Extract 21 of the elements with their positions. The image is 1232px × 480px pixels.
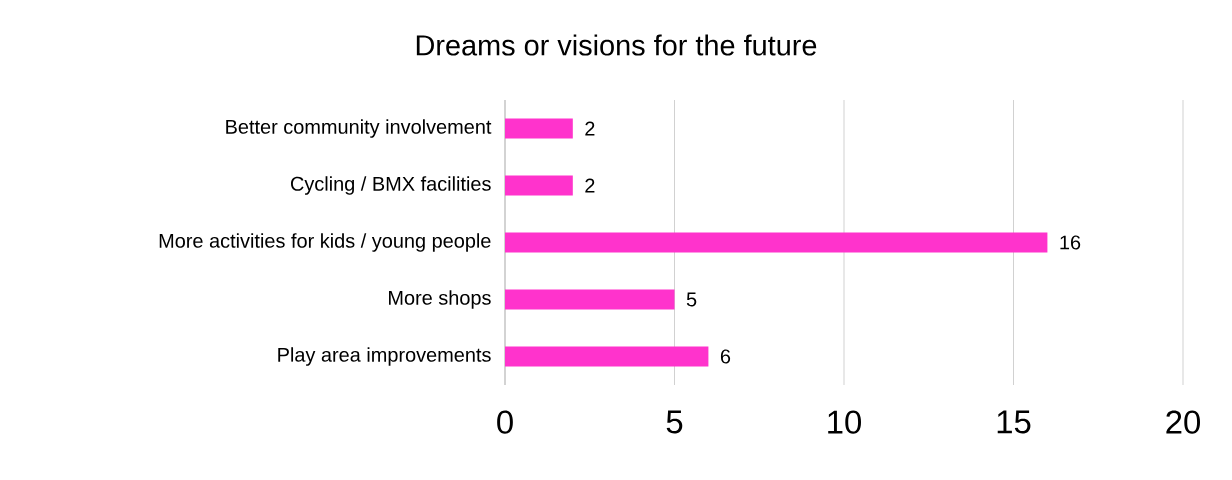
x-tick-label: 15: [997, 410, 1031, 434]
y-tick-label: Better community involvement: [226, 119, 492, 138]
data-label: 6: [720, 349, 731, 364]
y-tick-label: Cycling / BMX facilities: [290, 176, 491, 195]
chart-title: Dreams or visions for the future: [416, 34, 817, 56]
bar: [505, 346, 709, 367]
x-tick-label: 20: [1166, 410, 1200, 434]
bar: [505, 232, 1048, 253]
y-tick-label: Play area improvements: [278, 347, 491, 366]
x-tick-label: 5: [666, 410, 683, 434]
x-tick-label: 10: [828, 410, 861, 434]
data-label: 2: [585, 178, 595, 193]
x-tick-label: 0: [497, 410, 513, 434]
bar: [505, 175, 573, 196]
data-label: 16: [1060, 235, 1081, 250]
bar: [505, 118, 573, 139]
bar: [505, 289, 675, 310]
data-label: 2: [585, 121, 595, 136]
data-label: 5: [686, 292, 697, 307]
y-tick-label: More activities for kids / young people: [159, 233, 491, 252]
y-tick-label: More shops: [389, 290, 491, 309]
